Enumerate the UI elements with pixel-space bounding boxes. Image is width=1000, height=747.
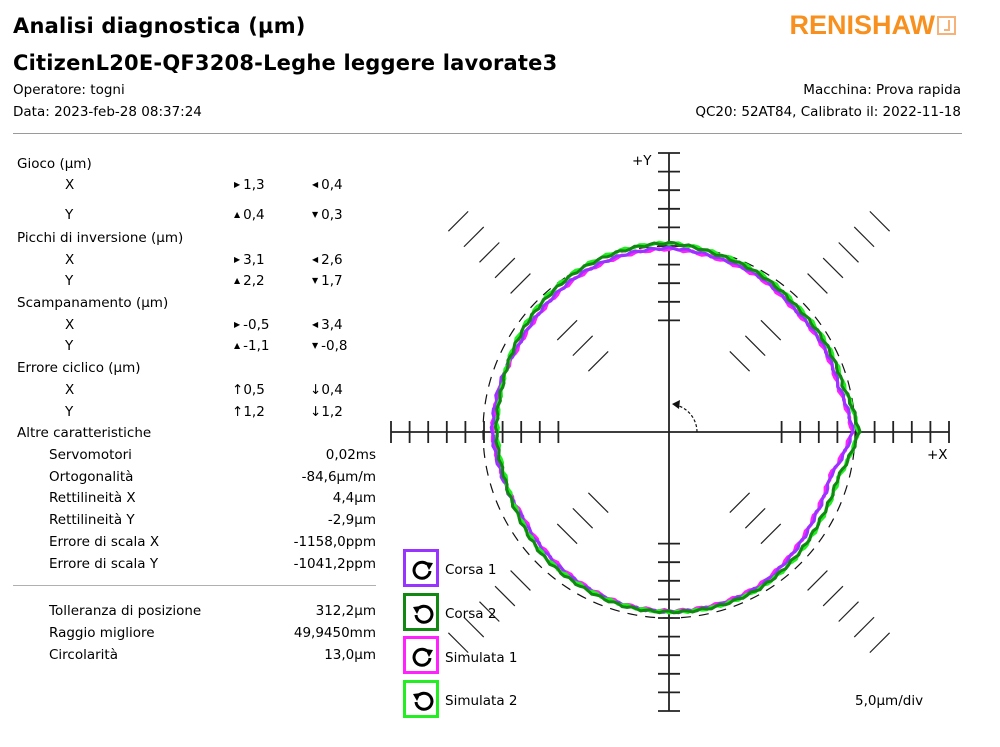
errore-scala-x-label: Errore di scala X — [49, 534, 160, 550]
errore-scala-y-label: Errore di scala Y — [49, 556, 159, 572]
scale-label: 5,0µm/div — [855, 693, 924, 709]
picchi-y-label: Y — [65, 273, 74, 289]
picchi-x-pos: ▶ 3,1 — [234, 252, 265, 268]
legend-swatch-simulata-2[interactable] — [403, 680, 439, 718]
circolarita-value: 13,0µm — [324, 647, 376, 663]
ciclico-y-neg: ↓1,2 — [310, 404, 343, 420]
tolleranza-value: 312,2µm — [315, 603, 376, 619]
logo-mark-icon — [937, 16, 956, 35]
left-triangle-icon: ◀ — [312, 320, 319, 329]
picchi-y-pos: ▲ 2,2 — [234, 273, 265, 289]
ciclico-x-label: X — [65, 382, 75, 398]
report-title: Analisi diagnostica (µm) — [13, 14, 306, 38]
up-triangle-icon: ▲ — [234, 210, 241, 219]
direction-arc — [675, 404, 698, 433]
gioco-y-neg: ▼ 0,3 — [312, 207, 343, 223]
ciclico-heading: Errore ciclico (µm) — [17, 360, 141, 376]
left-triangle-icon: ◀ — [312, 255, 319, 264]
down-arrow-icon: ↓ — [310, 404, 322, 420]
operator-text: Operatore: togni — [13, 82, 125, 98]
circolarita-label: Circolarità — [49, 647, 119, 663]
errore-scala-x-value: -1158,0ppm — [293, 534, 376, 550]
scampanamento-heading: Scampanamento (µm) — [17, 295, 169, 311]
right-triangle-icon: ▶ — [234, 255, 241, 264]
x-axis-label: +X — [927, 447, 948, 463]
clockwise-arrow-icon — [412, 647, 433, 667]
gioco-x-pos: ▶ 1,3 — [234, 177, 265, 193]
ciclico-x-neg: ↓0,4 — [310, 382, 343, 398]
legend-swatch-corsa-1[interactable] — [403, 549, 439, 587]
picchi-y-neg: ▼ 1,7 — [312, 273, 343, 289]
counterclockwise-arrow-icon — [413, 691, 434, 711]
plot-axes — [390, 152, 950, 712]
raggio-label: Raggio migliore — [49, 625, 155, 641]
right-triangle-icon: ▶ — [234, 180, 241, 189]
counterclockwise-arrow-icon — [413, 604, 434, 624]
scampanamento-x-label: X — [65, 317, 75, 333]
gioco-x-label: X — [65, 177, 75, 193]
gioco-x-neg: ◀ 0,4 — [312, 177, 343, 193]
legend-label-corsa-2: Corsa 2 — [445, 606, 497, 622]
down-arrow-icon: ↓ — [310, 382, 322, 398]
up-arrow-icon: ↑ — [232, 404, 244, 420]
clockwise-arrow-icon — [412, 560, 433, 580]
logo-text: RENISHAW — [789, 10, 935, 40]
scampanamento-x-pos: ▶ -0,5 — [234, 317, 270, 333]
up-arrow-icon: ↑ — [232, 382, 244, 398]
legend-label-simulata-2: Simulata 2 — [445, 693, 518, 709]
ciclico-y-label: Y — [65, 404, 74, 420]
picchi-x-neg: ◀ 2,6 — [312, 252, 343, 268]
picchi-heading: Picchi di inversione (µm) — [17, 230, 184, 246]
y-axis-label: +Y — [632, 153, 652, 169]
results-divider — [13, 585, 376, 586]
ortogonalita-value: -84,6µm/m — [301, 469, 376, 485]
legend-label-simulata-1: Simulata 1 — [445, 650, 518, 666]
gioco-y-label: Y — [65, 207, 74, 223]
legend-label-corsa-1: Corsa 1 — [445, 562, 497, 578]
scampanamento-y-neg: ▼ -0,8 — [312, 338, 348, 354]
machine-text: Macchina: Prova rapida — [803, 82, 961, 98]
scampanamento-y-label: Y — [65, 338, 74, 354]
direction-arrow-icon — [672, 400, 680, 409]
servomotori-label: Servomotori — [49, 447, 132, 463]
trace-corsa-2 — [493, 240, 862, 615]
ortogonalita-label: Ortogonalità — [49, 469, 134, 485]
gioco-heading: Gioco (µm) — [17, 156, 92, 172]
tolerance-hatching — [447, 210, 891, 654]
up-triangle-icon: ▲ — [234, 276, 241, 285]
up-triangle-icon: ▲ — [234, 341, 241, 350]
date-text: Data: 2023-feb-28 08:37:24 — [13, 104, 202, 120]
left-triangle-icon: ◀ — [312, 180, 319, 189]
scampanamento-y-pos: ▲ -1,1 — [234, 338, 270, 354]
raggio-value: 49,9450mm — [293, 625, 376, 641]
plot-traces — [489, 240, 862, 615]
report-subtitle: CitizenL20E-QF3208-Leghe leggere lavorat… — [13, 51, 558, 75]
down-triangle-icon: ▼ — [312, 276, 319, 285]
rettilineita-x-label: Rettilineità X — [49, 490, 136, 506]
ciclico-y-pos: ↑1,2 — [232, 404, 265, 420]
picchi-x-label: X — [65, 252, 75, 268]
scampanamento-x-neg: ◀ 3,4 — [312, 317, 343, 333]
right-triangle-icon: ▶ — [234, 320, 241, 329]
altre-heading: Altre caratteristiche — [17, 425, 152, 441]
legend-swatch-simulata-1[interactable] — [403, 636, 439, 674]
servomotori-value: 0,02ms — [325, 447, 376, 463]
gioco-y-pos: ▲ 0,4 — [234, 207, 265, 223]
rettilineita-y-label: Rettilineità Y — [49, 512, 135, 528]
errore-scala-y-value: -1041,2ppm — [293, 556, 376, 572]
ciclico-x-pos: ↑0,5 — [232, 382, 265, 398]
down-triangle-icon: ▼ — [312, 341, 319, 350]
rettilineita-x-value: 4,4µm — [332, 490, 376, 506]
device-text: QC20: 52AT84, Calibrato il: 2022-11-18 — [695, 104, 961, 120]
tolleranza-label: Tolleranza di posizione — [49, 603, 202, 619]
header-divider — [13, 133, 962, 134]
down-triangle-icon: ▼ — [312, 210, 319, 219]
legend-swatch-corsa-2[interactable] — [403, 593, 439, 631]
renishaw-logo: RENISHAW — [789, 10, 956, 41]
rettilineita-y-value: -2,9µm — [327, 512, 376, 528]
